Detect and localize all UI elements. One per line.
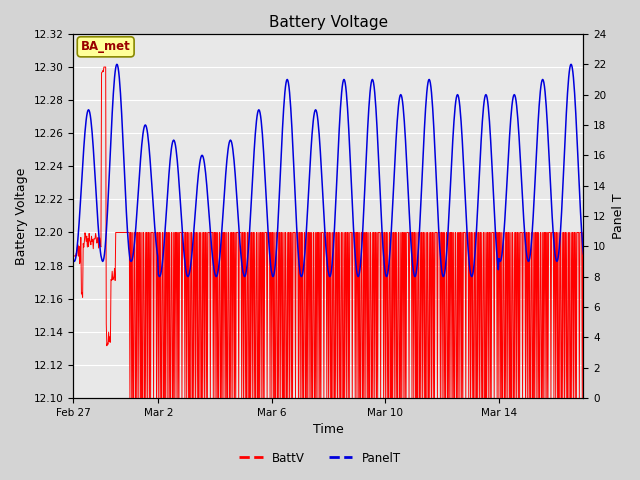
Title: Battery Voltage: Battery Voltage [269, 15, 388, 30]
Y-axis label: Battery Voltage: Battery Voltage [15, 167, 28, 264]
Text: BA_met: BA_met [81, 40, 131, 53]
X-axis label: Time: Time [313, 423, 344, 436]
Y-axis label: Panel T: Panel T [612, 193, 625, 239]
Legend: BattV, PanelT: BattV, PanelT [234, 447, 406, 469]
